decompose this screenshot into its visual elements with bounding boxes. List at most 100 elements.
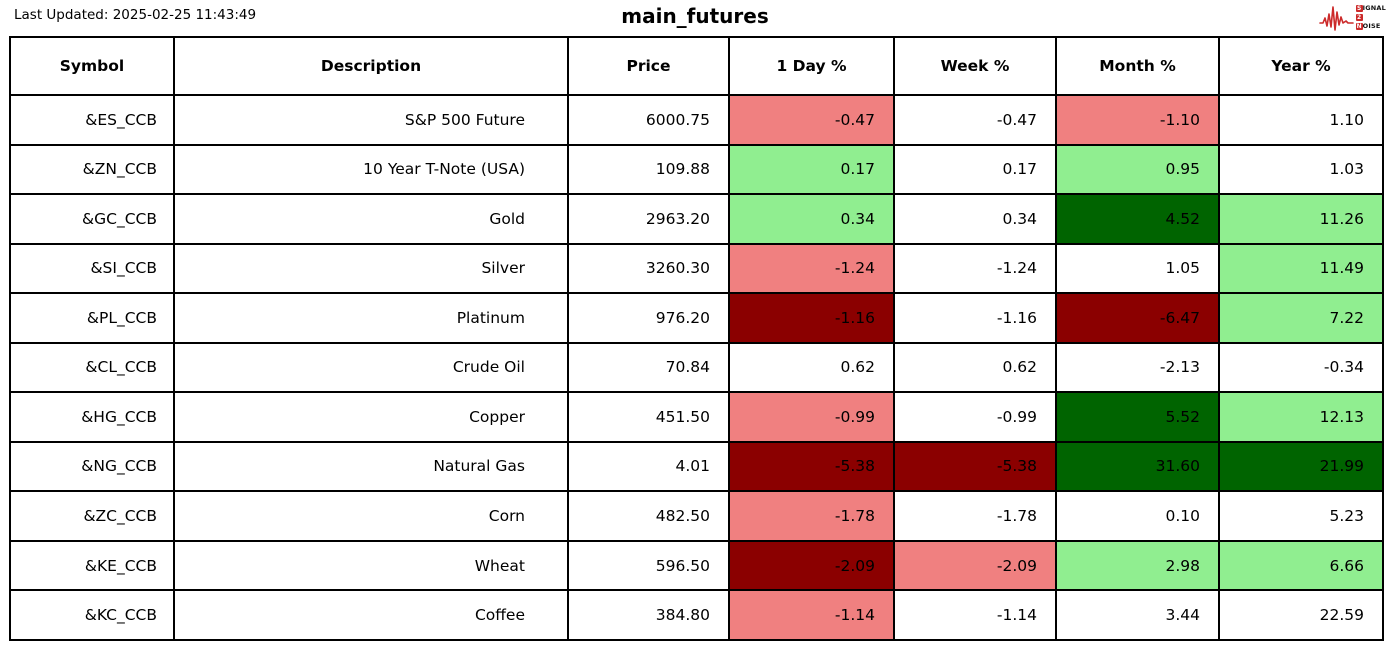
day-pct-cell: -1.14 bbox=[728, 589, 895, 641]
symbol-cell: &HG_CCB bbox=[9, 391, 175, 443]
month-pct-cell: 3.44 bbox=[1055, 589, 1220, 641]
price-cell: 482.50 bbox=[567, 490, 730, 542]
day-pct-cell: 0.34 bbox=[728, 193, 895, 245]
table-row: &ZC_CCB Corn 482.50 -1.78 -1.78 0.10 5.23 bbox=[9, 490, 1384, 542]
waveform-icon bbox=[1318, 6, 1354, 31]
table-row: &SI_CCB Silver 3260.30 -1.24 -1.24 1.05 11.49 bbox=[9, 242, 1384, 295]
day-pct-cell: -2.09 bbox=[728, 539, 895, 592]
month-pct-cell: -6.47 bbox=[1055, 292, 1220, 344]
description-cell: Copper bbox=[173, 391, 569, 443]
description-cell: Coffee bbox=[173, 589, 569, 641]
year-pct-cell: 12.13 bbox=[1218, 391, 1384, 443]
year-pct-cell: 5.23 bbox=[1218, 490, 1384, 542]
column-header-year-pct: Year % bbox=[1218, 36, 1384, 96]
month-pct-cell: 0.10 bbox=[1055, 490, 1220, 542]
logo-line-2: 2 bbox=[1355, 13, 1386, 22]
symbol-cell: &NG_CCB bbox=[9, 440, 175, 493]
year-pct-cell: 1.03 bbox=[1218, 143, 1384, 196]
month-pct-cell: 1.05 bbox=[1055, 242, 1220, 295]
price-cell: 3260.30 bbox=[567, 242, 730, 295]
price-cell: 70.84 bbox=[567, 341, 730, 394]
symbol-cell: &GC_CCB bbox=[9, 193, 175, 245]
futures-table-body: &ES_CCB S&P 500 Future 6000.75 -0.47 -0.47 -1… bbox=[9, 94, 1384, 641]
day-pct-cell: 0.17 bbox=[728, 143, 895, 196]
symbol-cell: &PL_CCB bbox=[9, 292, 175, 344]
price-cell: 596.50 bbox=[567, 539, 730, 592]
week-pct-cell: -0.47 bbox=[893, 94, 1057, 146]
month-pct-cell: 31.60 bbox=[1055, 440, 1220, 493]
week-pct-cell: -1.24 bbox=[893, 242, 1057, 295]
day-pct-cell: -1.16 bbox=[728, 292, 895, 344]
price-cell: 4.01 bbox=[567, 440, 730, 493]
page-title: main_futures bbox=[621, 4, 769, 28]
year-pct-cell: 11.26 bbox=[1218, 193, 1384, 245]
month-pct-cell: 5.52 bbox=[1055, 391, 1220, 443]
futures-table: Symbol Description Price 1 Day % Week % … bbox=[9, 36, 1384, 641]
table-row: &ZN_CCB 10 Year T-Note (USA) 109.88 0.17 0.1… bbox=[9, 143, 1384, 196]
symbol-cell: &CL_CCB bbox=[9, 341, 175, 394]
month-pct-cell: 2.98 bbox=[1055, 539, 1220, 592]
day-pct-cell: -0.47 bbox=[728, 94, 895, 146]
description-cell: Wheat bbox=[173, 539, 569, 592]
column-header-month-pct: Month % bbox=[1055, 36, 1220, 96]
week-pct-cell: -1.16 bbox=[893, 292, 1057, 344]
year-pct-cell: 22.59 bbox=[1218, 589, 1384, 641]
description-cell: S&P 500 Future bbox=[173, 94, 569, 146]
logo-line-signal: S IGNAL bbox=[1355, 4, 1386, 12]
last-updated-timestamp: Last Updated: 2025-02-25 11:43:49 bbox=[14, 7, 257, 23]
description-cell: 10 Year T-Note (USA) bbox=[173, 143, 569, 196]
logo-letter-box: 2 bbox=[1355, 13, 1363, 21]
table-row: &GC_CCB Gold 2963.20 0.34 0.34 4.52 11.26 bbox=[9, 193, 1384, 245]
table-row: &CL_CCB Crude Oil 70.84 0.62 0.62 -2.13 -0.34 bbox=[9, 341, 1384, 394]
price-cell: 109.88 bbox=[567, 143, 730, 196]
symbol-cell: &ES_CCB bbox=[9, 94, 175, 146]
month-pct-cell: 4.52 bbox=[1055, 193, 1220, 245]
column-header-description: Description bbox=[173, 36, 569, 96]
price-cell: 6000.75 bbox=[567, 94, 730, 146]
logo-line-noise: N OISE bbox=[1355, 22, 1381, 30]
top-bar: Last Updated: 2025-02-25 11:43:49 main_f… bbox=[0, 0, 1390, 36]
year-pct-cell: 1.10 bbox=[1218, 94, 1384, 146]
column-header-symbol: Symbol bbox=[9, 36, 175, 96]
week-pct-cell: -2.09 bbox=[893, 539, 1057, 592]
column-header-1day-pct: 1 Day % bbox=[728, 36, 895, 96]
logo-letter-box: N bbox=[1355, 22, 1363, 30]
table-row: &NG_CCB Natural Gas 4.01 -5.38 -5.38 31.60 21.… bbox=[9, 440, 1384, 493]
price-cell: 451.50 bbox=[567, 391, 730, 443]
month-pct-cell: -1.10 bbox=[1055, 94, 1220, 146]
price-cell: 2963.20 bbox=[567, 193, 730, 245]
year-pct-cell: -0.34 bbox=[1218, 341, 1384, 394]
price-cell: 384.80 bbox=[567, 589, 730, 641]
price-cell: 976.20 bbox=[567, 292, 730, 344]
week-pct-cell: -0.99 bbox=[893, 391, 1057, 443]
symbol-cell: &ZC_CCB bbox=[9, 490, 175, 542]
description-cell: Corn bbox=[173, 490, 569, 542]
column-header-week-pct: Week % bbox=[893, 36, 1057, 96]
day-pct-cell: 0.62 bbox=[728, 341, 895, 394]
table-row: &KE_CCB Wheat 596.50 -2.09 -2.09 2.98 6.66 bbox=[9, 539, 1384, 592]
symbol-cell: &ZN_CCB bbox=[9, 143, 175, 196]
symbol-cell: &KC_CCB bbox=[9, 589, 175, 641]
year-pct-cell: 7.22 bbox=[1218, 292, 1384, 344]
logo-letter-box: S bbox=[1355, 4, 1363, 12]
week-pct-cell: -5.38 bbox=[893, 440, 1057, 493]
description-cell: Platinum bbox=[173, 292, 569, 344]
month-pct-cell: 0.95 bbox=[1055, 143, 1220, 196]
day-pct-cell: -0.99 bbox=[728, 391, 895, 443]
description-cell: Crude Oil bbox=[173, 341, 569, 394]
description-cell: Gold bbox=[173, 193, 569, 245]
table-row: &PL_CCB Platinum 976.20 -1.16 -1.16 -6.47 7.22 bbox=[9, 292, 1384, 344]
day-pct-cell: -5.38 bbox=[728, 440, 895, 493]
table-row: &HG_CCB Copper 451.50 -0.99 -0.99 5.52 12.13 bbox=[9, 391, 1384, 443]
month-pct-cell: -2.13 bbox=[1055, 341, 1220, 394]
symbol-cell: &KE_CCB bbox=[9, 539, 175, 592]
signal2noise-logo: S IGNAL 2 N OISE bbox=[1318, 2, 1386, 32]
week-pct-cell: 0.62 bbox=[893, 341, 1057, 394]
week-pct-cell: -1.78 bbox=[893, 490, 1057, 542]
description-cell: Silver bbox=[173, 242, 569, 295]
day-pct-cell: -1.24 bbox=[728, 242, 895, 295]
description-cell: Natural Gas bbox=[173, 440, 569, 493]
week-pct-cell: 0.17 bbox=[893, 143, 1057, 196]
header-row: Symbol Description Price 1 Day % Week % … bbox=[9, 36, 1384, 96]
year-pct-cell: 21.99 bbox=[1218, 440, 1384, 493]
